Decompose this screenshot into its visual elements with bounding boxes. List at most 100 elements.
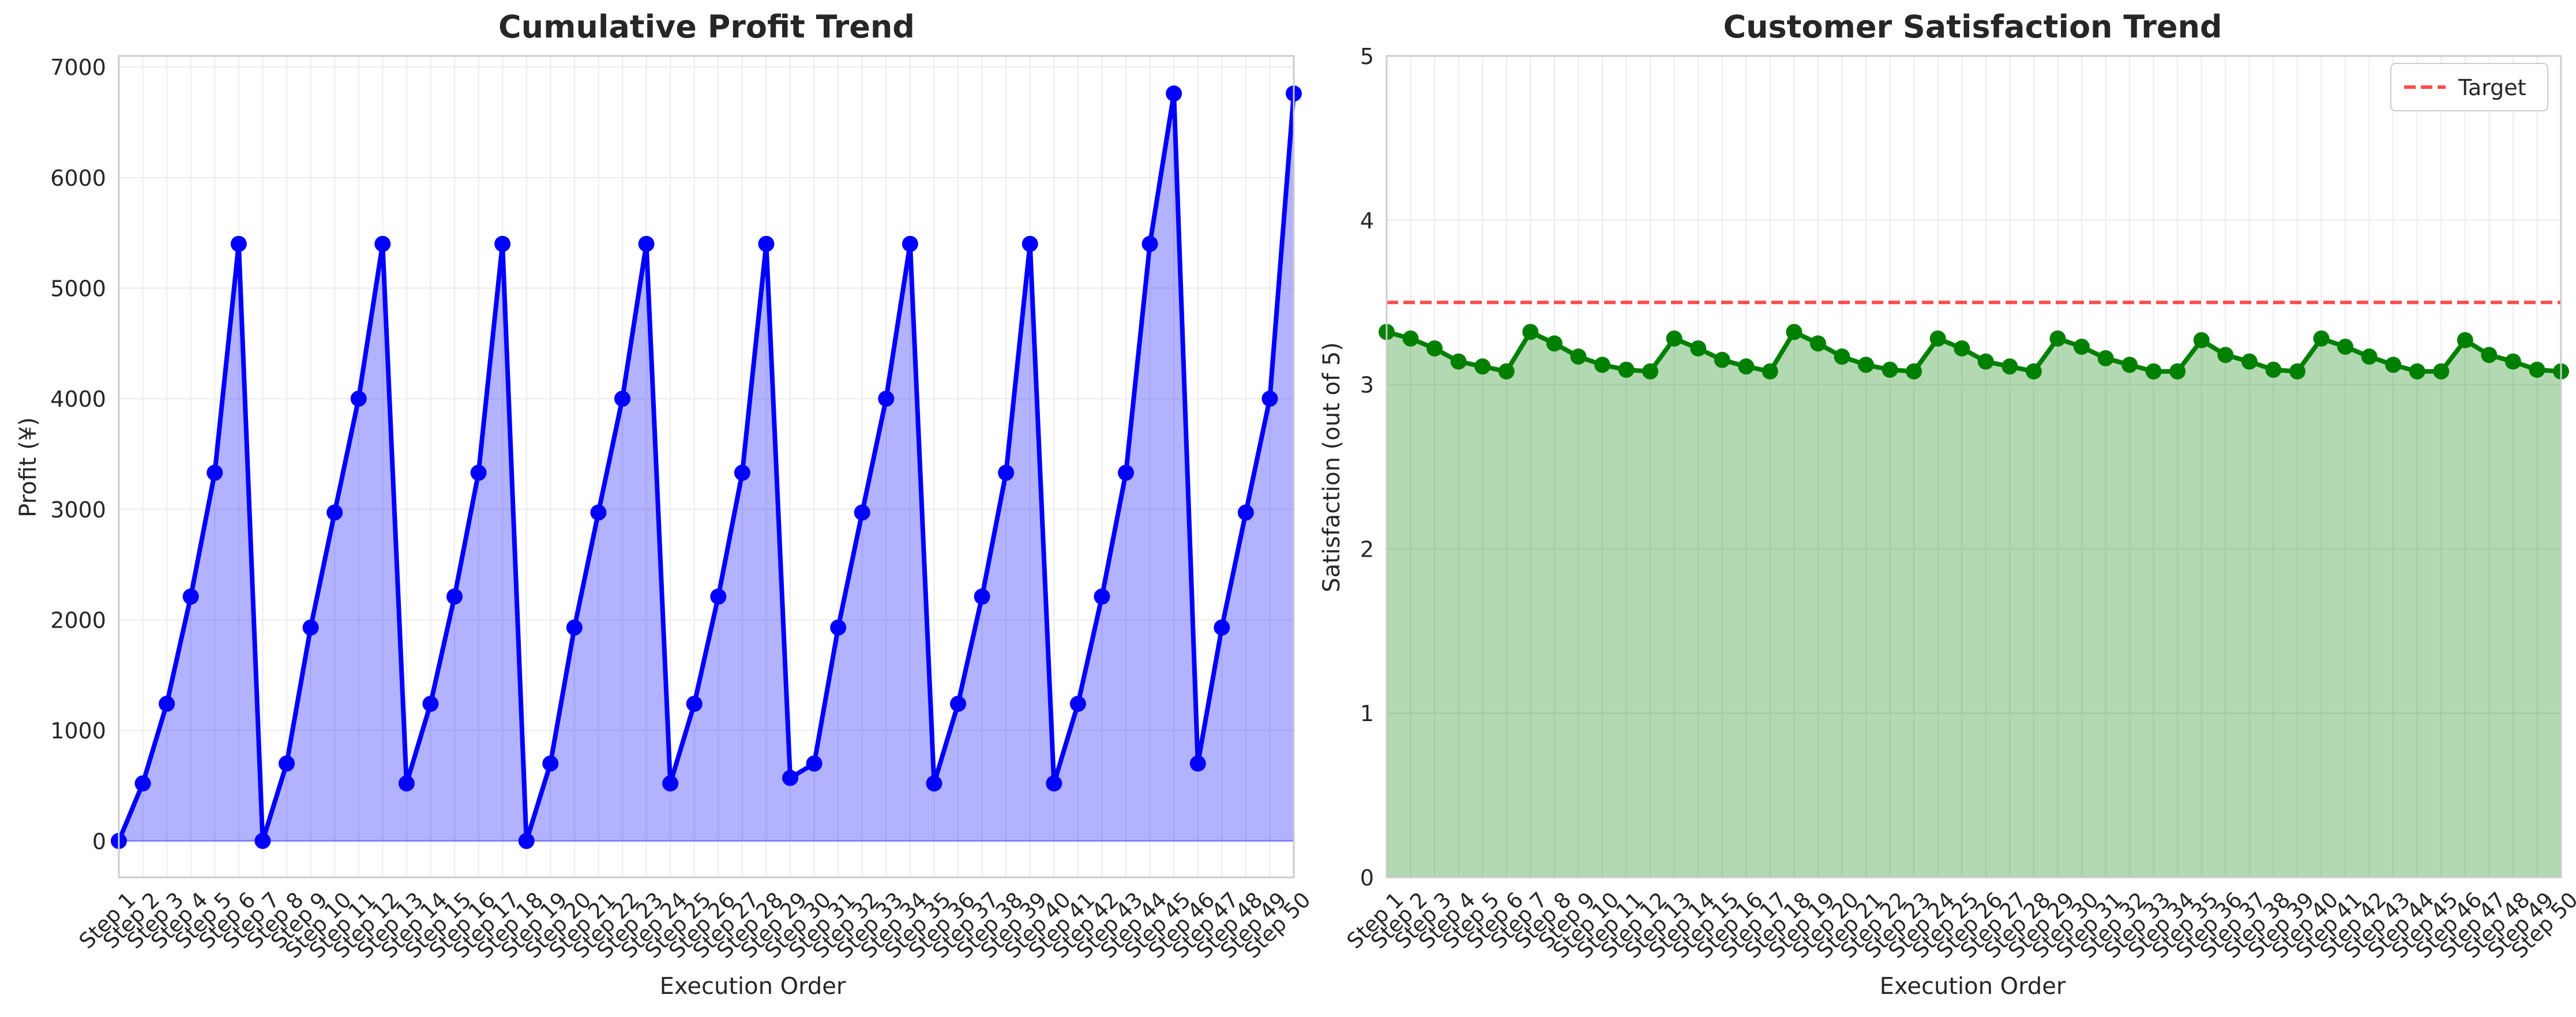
satisfaction-data-point bbox=[1546, 335, 1563, 352]
profit-data-point bbox=[878, 391, 895, 407]
satisfaction-data-point bbox=[1762, 363, 1778, 380]
profit-y-tick-label: 0 bbox=[92, 829, 106, 854]
profit-data-point bbox=[782, 770, 798, 786]
satisfaction-data-point bbox=[1402, 330, 1419, 347]
profit-area-fill bbox=[119, 93, 1294, 841]
profit-data-point bbox=[854, 504, 870, 521]
profit-plot-area bbox=[111, 56, 1302, 877]
profit-data-point bbox=[1189, 755, 1206, 772]
profit-data-point bbox=[998, 464, 1015, 481]
profit-data-point bbox=[638, 235, 655, 252]
satisfaction-y-tick-label: 4 bbox=[1360, 208, 1374, 234]
profit-data-point bbox=[1214, 619, 1230, 636]
profit-data-point bbox=[446, 588, 463, 605]
satisfaction-data-point bbox=[1786, 324, 1803, 340]
satisfaction-data-point bbox=[2504, 353, 2521, 370]
profit-data-point bbox=[159, 696, 175, 712]
profit-y-tick-label: 6000 bbox=[50, 166, 106, 191]
satisfaction-data-point bbox=[1426, 340, 1443, 356]
satisfaction-data-point bbox=[2337, 339, 2354, 355]
profit-data-point bbox=[662, 775, 679, 792]
profit-data-point bbox=[542, 755, 559, 772]
satisfaction-data-point bbox=[2025, 363, 2042, 380]
profit-y-tick-label: 4000 bbox=[50, 386, 106, 412]
profit-data-point bbox=[1166, 85, 1182, 102]
satisfaction-x-axis-label: Execution Order bbox=[1880, 973, 2066, 1000]
profit-chart-title: Cumulative Profit Trend bbox=[498, 9, 915, 45]
satisfaction-data-point bbox=[2002, 358, 2018, 375]
profit-y-tick-label: 7000 bbox=[50, 55, 106, 80]
profit-data-point bbox=[230, 235, 247, 252]
satisfaction-y-axis-label: Satisfaction (out of 5) bbox=[1319, 342, 1345, 592]
profit-data-point bbox=[206, 464, 223, 481]
satisfaction-data-point bbox=[2193, 332, 2210, 348]
satisfaction-data-point bbox=[1858, 356, 1875, 373]
satisfaction-data-point bbox=[2265, 361, 2282, 378]
profit-data-point bbox=[806, 755, 823, 772]
satisfaction-chart: Customer Satisfaction Trend Execution Or… bbox=[1319, 9, 2576, 1000]
satisfaction-data-point bbox=[1882, 361, 1898, 378]
satisfaction-data-point bbox=[2169, 363, 2186, 380]
satisfaction-data-point bbox=[1906, 363, 1922, 380]
profit-data-point bbox=[614, 391, 630, 407]
satisfaction-data-point bbox=[1474, 358, 1491, 375]
profit-data-point bbox=[374, 235, 391, 252]
satisfaction-chart-title: Customer Satisfaction Trend bbox=[1723, 9, 2222, 45]
profit-data-point bbox=[1141, 235, 1158, 252]
profit-data-point bbox=[1094, 588, 1110, 605]
profit-data-point bbox=[254, 832, 271, 849]
profit-plot-background bbox=[119, 56, 1294, 877]
profit-data-point bbox=[350, 391, 367, 407]
satisfaction-data-point bbox=[1929, 330, 1946, 347]
profit-data-point bbox=[734, 464, 750, 481]
profit-data-point bbox=[566, 619, 583, 636]
satisfaction-data-point bbox=[1714, 351, 1730, 368]
legend-box bbox=[2390, 63, 2548, 111]
satisfaction-data-point bbox=[2097, 350, 2114, 367]
satisfaction-data-point bbox=[2289, 363, 2305, 380]
satisfaction-data-point bbox=[2217, 347, 2234, 363]
profit-data-point bbox=[974, 588, 990, 605]
satisfaction-axes-frame bbox=[1385, 55, 2562, 879]
satisfaction-data-point bbox=[1809, 335, 1826, 352]
profit-data-point bbox=[1046, 775, 1062, 792]
profit-data-point bbox=[1069, 696, 1086, 712]
legend: Target bbox=[2390, 63, 2548, 111]
satisfaction-data-point bbox=[1642, 363, 1659, 380]
satisfaction-plot-area bbox=[1379, 55, 2569, 878]
profit-x-axis-label: Execution Order bbox=[660, 973, 846, 1000]
satisfaction-data-point bbox=[2457, 332, 2473, 348]
profit-data-point bbox=[1237, 504, 1254, 521]
satisfaction-data-point bbox=[2385, 356, 2402, 373]
satisfaction-data-point bbox=[1977, 353, 1994, 370]
satisfaction-data-point bbox=[1834, 348, 1850, 365]
satisfaction-data-point bbox=[1618, 361, 1635, 378]
satisfaction-data-point bbox=[2409, 363, 2425, 380]
profit-data-point bbox=[710, 588, 727, 605]
satisfaction-data-point bbox=[1954, 340, 1970, 356]
profit-data-point bbox=[398, 775, 415, 792]
satisfaction-data-point bbox=[1522, 324, 1539, 340]
satisfaction-data-point bbox=[2481, 347, 2498, 363]
profit-y-tick-label: 3000 bbox=[50, 497, 106, 523]
profit-data-point bbox=[182, 588, 199, 605]
satisfaction-data-point bbox=[2529, 361, 2545, 378]
satisfaction-data-point bbox=[2361, 348, 2378, 365]
satisfaction-data-point bbox=[1666, 330, 1683, 347]
profit-y-tick-label: 1000 bbox=[50, 718, 106, 744]
satisfaction-data-point bbox=[1594, 356, 1610, 373]
satisfaction-data-point bbox=[1498, 363, 1515, 380]
profit-data-point bbox=[1261, 391, 1278, 407]
profit-series-line bbox=[117, 91, 1296, 843]
profit-data-point bbox=[134, 775, 151, 792]
satisfaction-data-point bbox=[2313, 330, 2330, 347]
satisfaction-area-fill bbox=[1387, 332, 2561, 877]
satisfaction-data-point bbox=[2241, 353, 2258, 370]
profit-data-point bbox=[758, 235, 775, 252]
satisfaction-y-tick-label: 1 bbox=[1360, 701, 1374, 726]
satisfaction-data-point bbox=[2073, 339, 2090, 355]
profit-data-point bbox=[326, 504, 343, 521]
profit-data-point bbox=[422, 696, 439, 712]
profit-data-point bbox=[926, 775, 942, 792]
